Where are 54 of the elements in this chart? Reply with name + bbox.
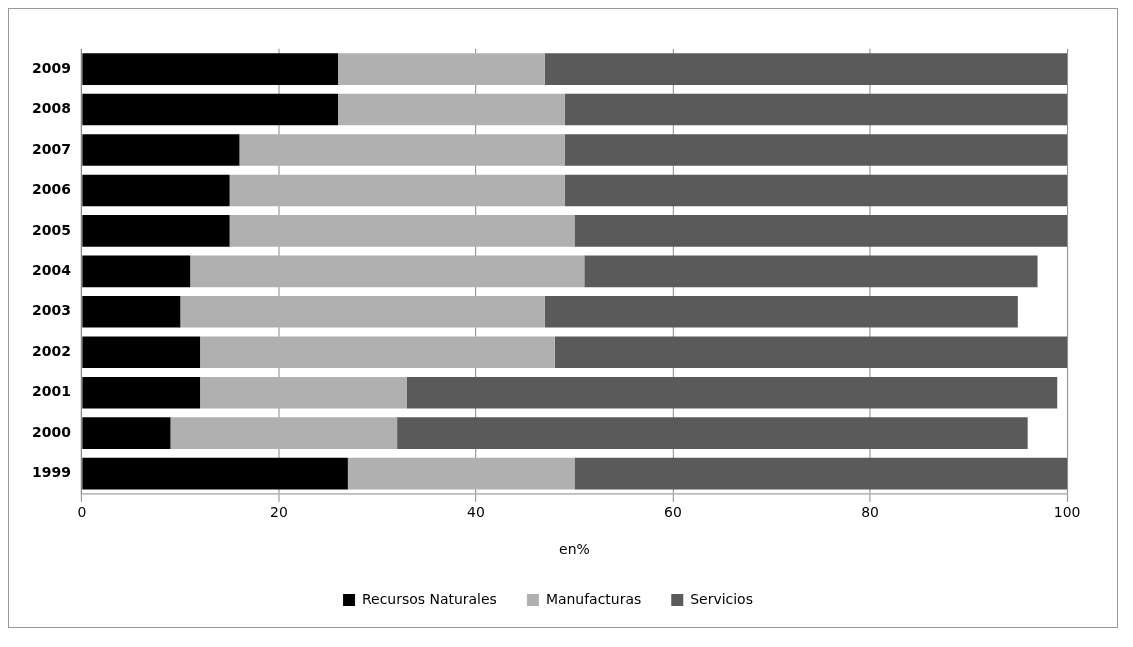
bar: [584, 255, 1038, 288]
bar: [564, 134, 1068, 166]
y-tick-label: 2009: [31, 59, 71, 76]
x-tick-label: 80: [861, 503, 879, 520]
bar: [82, 417, 171, 449]
bar: [544, 295, 1018, 328]
bar: [180, 295, 545, 328]
bar: [82, 255, 191, 288]
bar: [406, 376, 1058, 409]
bar: [338, 53, 545, 85]
bar: [82, 134, 240, 166]
bar: [200, 336, 555, 369]
x-tick-label: 20: [270, 503, 288, 520]
bar: [554, 336, 1068, 369]
y-tick-label: 2002: [31, 342, 71, 359]
legend-label: Recursos Naturales: [362, 590, 497, 607]
bar: [229, 215, 575, 247]
y-tick-label: 1999: [31, 464, 71, 481]
bar: [200, 376, 407, 409]
y-tick-label: 2005: [31, 221, 71, 238]
x-tick-label: 60: [664, 503, 682, 520]
bar: [397, 417, 1028, 449]
y-tick-label: 2006: [31, 181, 71, 198]
bar: [338, 93, 565, 126]
x-tick-label: 100: [1053, 503, 1081, 520]
bar: [544, 53, 1068, 85]
x-tick-label: 0: [77, 503, 87, 520]
bar: [190, 255, 585, 288]
bar: [82, 215, 230, 247]
y-tick-label: 2001: [31, 383, 71, 400]
bar: [239, 134, 565, 166]
y-tick-label: 2000: [31, 423, 72, 440]
bar: [564, 174, 1068, 207]
y-tick-label: 2007: [31, 140, 71, 157]
bar: [82, 174, 230, 207]
bar: [82, 376, 201, 409]
bar: [82, 53, 338, 85]
x-axis-title: en%: [559, 541, 590, 558]
bar: [347, 457, 575, 490]
legend-label: Servicios: [690, 590, 753, 607]
y-tick-label: 2008: [31, 100, 71, 117]
bar: [574, 457, 1068, 490]
y-tick-label: 2003: [31, 302, 71, 319]
bar: [82, 93, 338, 126]
bar: [229, 174, 565, 207]
bar: [82, 457, 348, 490]
bar: [82, 295, 181, 328]
bar: [574, 215, 1068, 247]
bar: [170, 417, 398, 449]
y-tick-label: 2004: [31, 261, 72, 278]
bar: [82, 336, 201, 369]
bar: [564, 93, 1068, 126]
x-tick-label: 40: [467, 503, 485, 520]
legend-label: Manufacturas: [545, 590, 642, 607]
